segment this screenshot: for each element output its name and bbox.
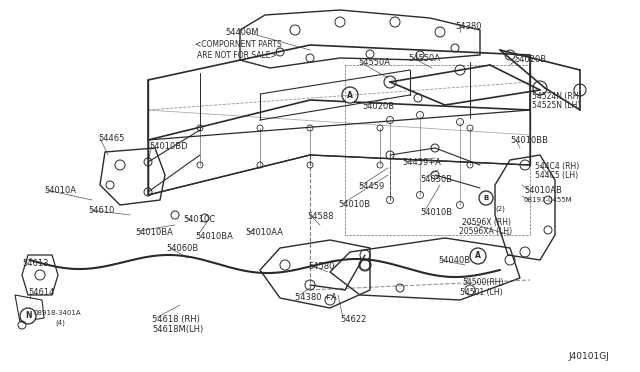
- Text: 54380: 54380: [455, 22, 481, 31]
- Text: 54465: 54465: [98, 134, 124, 143]
- Text: 08918-3401A: 08918-3401A: [33, 310, 81, 316]
- Text: 54613: 54613: [22, 259, 49, 268]
- Text: 54400M: 54400M: [225, 28, 259, 37]
- Text: ARE NOT FOR SALE>: ARE NOT FOR SALE>: [197, 51, 276, 60]
- Text: 54040B: 54040B: [438, 256, 470, 265]
- Text: 54614: 54614: [28, 288, 54, 297]
- Text: (4): (4): [55, 320, 65, 327]
- Text: 54060B: 54060B: [166, 244, 198, 253]
- Text: 54050B: 54050B: [420, 175, 452, 184]
- Text: A: A: [475, 251, 481, 260]
- Text: 54618 (RH): 54618 (RH): [152, 315, 200, 324]
- Text: 54010AB: 54010AB: [524, 186, 562, 195]
- Text: 54588: 54588: [307, 212, 333, 221]
- Text: 54459: 54459: [358, 182, 384, 191]
- Text: 54580: 54580: [308, 262, 334, 271]
- Text: 544C5 (LH): 544C5 (LH): [535, 171, 578, 180]
- Text: 54618M(LH): 54618M(LH): [152, 325, 204, 334]
- Text: 54010BB: 54010BB: [510, 136, 548, 145]
- Text: 54622: 54622: [340, 315, 366, 324]
- Text: 20596XA (LH): 20596XA (LH): [459, 227, 512, 236]
- Text: 54610: 54610: [88, 206, 115, 215]
- Text: 54010BD: 54010BD: [149, 142, 188, 151]
- Text: <COMPORNENT PARTS: <COMPORNENT PARTS: [195, 40, 282, 49]
- Text: J40101GJ: J40101GJ: [568, 352, 609, 361]
- Text: 54010AA: 54010AA: [245, 228, 283, 237]
- Text: 54550A: 54550A: [408, 54, 440, 63]
- Text: 54525N (LH): 54525N (LH): [532, 101, 580, 110]
- Text: N: N: [25, 311, 31, 321]
- Text: 54020B: 54020B: [362, 102, 394, 111]
- Text: 54459+A: 54459+A: [402, 158, 441, 167]
- Text: 54020B: 54020B: [514, 55, 546, 64]
- Text: 08197-0455M: 08197-0455M: [524, 197, 573, 203]
- Circle shape: [342, 87, 358, 103]
- Text: 54501 (LH): 54501 (LH): [460, 288, 502, 297]
- Text: (2): (2): [495, 206, 505, 212]
- Text: 54500(RH): 54500(RH): [462, 278, 504, 287]
- Text: 54524N (RH): 54524N (RH): [532, 92, 582, 101]
- Text: A: A: [347, 90, 353, 99]
- Text: 54380 +A: 54380 +A: [295, 293, 337, 302]
- Text: 54010C: 54010C: [183, 215, 215, 224]
- Text: 20596X (RH): 20596X (RH): [462, 218, 511, 227]
- Text: 54010B: 54010B: [338, 200, 370, 209]
- Text: 54550A: 54550A: [358, 58, 390, 67]
- Circle shape: [20, 308, 36, 324]
- Text: 54010B: 54010B: [420, 208, 452, 217]
- Circle shape: [479, 191, 493, 205]
- Text: 54010BA: 54010BA: [195, 232, 233, 241]
- Circle shape: [470, 248, 486, 264]
- Text: 54010A: 54010A: [44, 186, 76, 195]
- Text: 54010BA: 54010BA: [135, 228, 173, 237]
- Text: 544C4 (RH): 544C4 (RH): [535, 162, 579, 171]
- Text: B: B: [483, 195, 488, 201]
